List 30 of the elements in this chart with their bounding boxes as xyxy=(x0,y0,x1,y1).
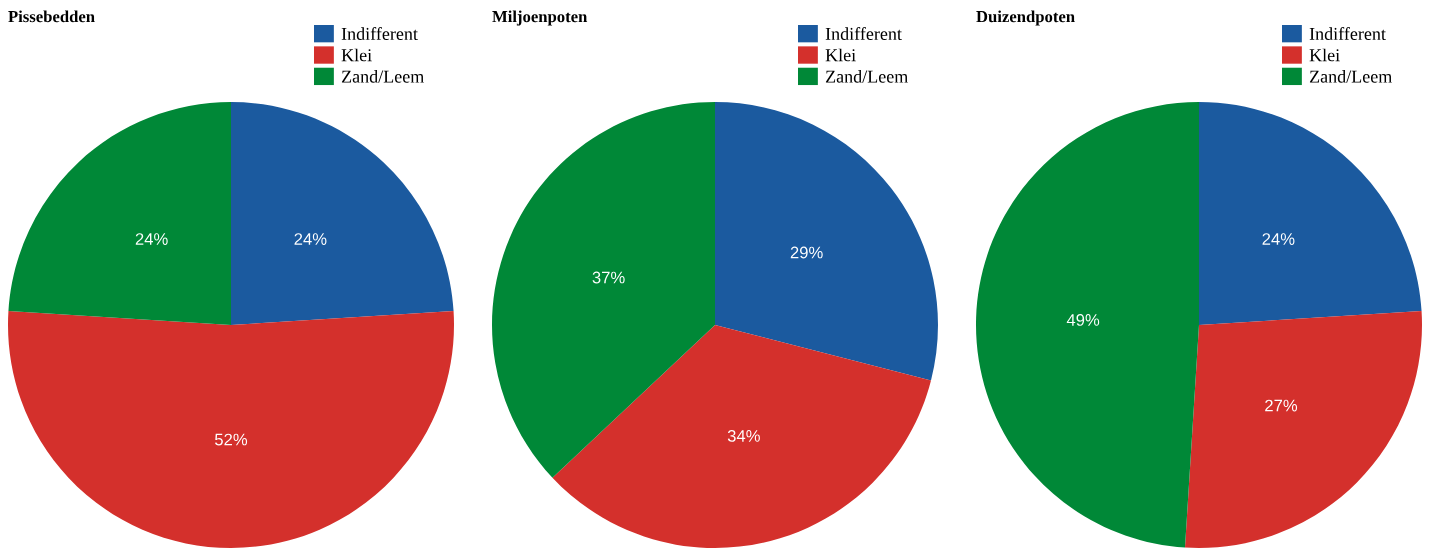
chart-title: Pissebedden xyxy=(8,10,95,23)
data-label: 52% xyxy=(214,433,248,446)
pie-slice xyxy=(976,102,1199,548)
legend-label: Zand/Leem xyxy=(341,70,425,83)
legend-label: Klei xyxy=(341,48,372,62)
data-label: 24% xyxy=(294,233,327,245)
pie-slice xyxy=(715,102,938,381)
legend-label: Klei xyxy=(1309,48,1340,62)
pie-slice xyxy=(492,102,715,478)
data-label: 37% xyxy=(592,271,625,284)
pie-slice xyxy=(1199,102,1422,325)
pie-slice xyxy=(8,102,231,325)
chart-title: Miljoenpoten xyxy=(492,10,588,26)
legend-label: Indifferent xyxy=(341,27,418,40)
chart-title: Duizendpoten xyxy=(976,10,1075,26)
legend-label: Klei xyxy=(825,48,856,62)
data-label: 24% xyxy=(1262,233,1295,245)
data-label: 34% xyxy=(727,429,760,442)
data-label: 24% xyxy=(135,233,168,245)
pie-slice xyxy=(8,311,454,548)
legend-label: Indifferent xyxy=(825,27,902,40)
pie-slice xyxy=(552,325,931,548)
data-label: 27% xyxy=(1265,399,1298,412)
legend-label: Zand/Leem xyxy=(1309,70,1393,83)
data-label: 49% xyxy=(1066,314,1100,326)
legend-label: Indifferent xyxy=(1309,27,1386,40)
pie-slice xyxy=(231,102,454,325)
legend-label: Zand/Leem xyxy=(825,70,909,83)
data-label: 29% xyxy=(790,246,823,259)
pie-slice xyxy=(1185,311,1422,548)
